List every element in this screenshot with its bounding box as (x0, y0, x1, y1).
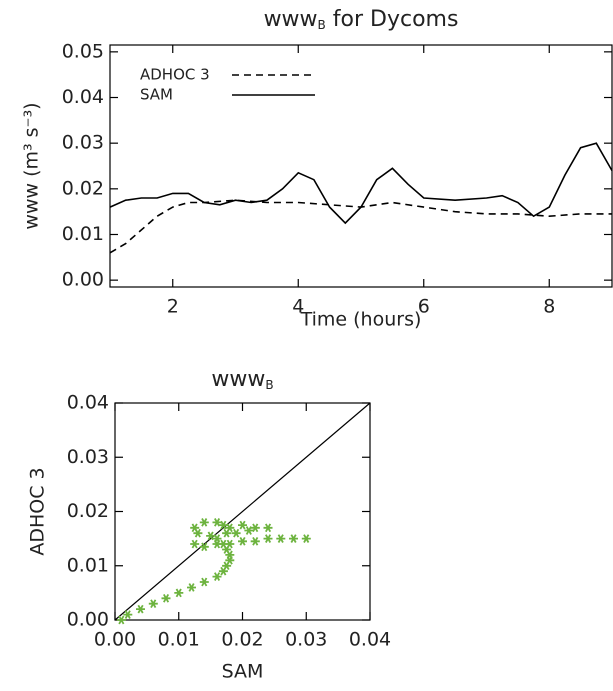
x-tick-label: 2 (167, 296, 179, 318)
scatter-point (212, 572, 222, 581)
scatter-point (250, 536, 260, 546)
x-tick-label: 0.00 (94, 629, 136, 651)
x-tick-label: 0.04 (349, 629, 391, 651)
scatter-point (263, 534, 273, 543)
scatter-point (225, 539, 235, 549)
y-tick-label: 0.00 (67, 609, 109, 631)
y-tick-label: 0.03 (67, 446, 109, 468)
scatter-point (161, 593, 171, 603)
one-to-one-line (114, 402, 371, 621)
x-tick-label: 4 (292, 296, 304, 318)
title-subscript: B (318, 18, 326, 32)
scatter-point (212, 518, 222, 527)
scatter-point (238, 520, 247, 530)
x-tick-label: 0.03 (285, 629, 327, 651)
y-tick-label: 0.02 (62, 177, 104, 199)
scatter-point (289, 534, 298, 543)
scatter-point (218, 520, 228, 530)
y-tick-label: 0.00 (62, 269, 104, 291)
scatter-point (222, 545, 232, 554)
scatter-point (199, 518, 209, 527)
scatter-point (199, 542, 209, 552)
series-line (109, 142, 613, 225)
scatter-point (222, 528, 232, 538)
x-tick-label: 6 (418, 296, 430, 318)
scatter-point (148, 599, 158, 609)
y-tick-label: 0.05 (62, 40, 104, 62)
scatter-point (238, 536, 247, 546)
scatter-point (225, 550, 235, 560)
legend-label: ADHOC 3 (140, 66, 210, 84)
y-tick-label: 0.04 (67, 392, 109, 414)
y-tick-label: 0.01 (62, 223, 104, 245)
scatter-point (301, 534, 311, 543)
scatter-point (244, 526, 254, 535)
x-tick-label: 8 (543, 296, 555, 318)
plot-frame (109, 44, 613, 288)
x-tick-label: 0.02 (221, 629, 263, 651)
scatter-point (206, 531, 216, 541)
title-text: www (211, 367, 265, 392)
y-tick-label: 0.04 (62, 86, 104, 108)
scatter-point (263, 523, 273, 533)
x-axis-label: Time (hours) (300, 309, 422, 331)
y-tick-label: 0.02 (67, 500, 109, 522)
chart-title: wwwB (211, 367, 273, 392)
scatter-point (250, 523, 260, 533)
x-tick-label: 0.01 (158, 629, 200, 651)
scatter-point (193, 528, 203, 538)
series-line (109, 199, 612, 254)
title-subscript: B (265, 378, 273, 392)
scatter-point (190, 523, 200, 533)
scatter-point (174, 588, 184, 598)
scatter-point (187, 583, 196, 592)
title-text: www (264, 7, 318, 32)
scatter-point (123, 610, 133, 619)
legend-label: SAM (140, 86, 173, 104)
scatter-point (212, 539, 222, 549)
scatter-point (218, 566, 228, 576)
chart-title: wwwB for Dycoms (264, 7, 459, 32)
y-tick-label: 0.01 (67, 554, 109, 576)
x-axis-label: SAM (222, 661, 264, 683)
scatter-point (136, 604, 145, 614)
scatter-point (225, 555, 235, 565)
scatter-point (199, 577, 209, 587)
title-suffix: for Dycoms (326, 7, 459, 32)
y-axis-label: www (m³ s⁻³) (21, 102, 43, 229)
scatter-point (231, 528, 241, 538)
y-axis-label: ADHOC 3 (27, 467, 49, 555)
y-tick-label: 0.03 (62, 132, 104, 154)
scatter-point (190, 539, 200, 549)
scatter-point (276, 534, 286, 543)
scatter-point (116, 615, 126, 625)
scatter-point (222, 561, 232, 571)
